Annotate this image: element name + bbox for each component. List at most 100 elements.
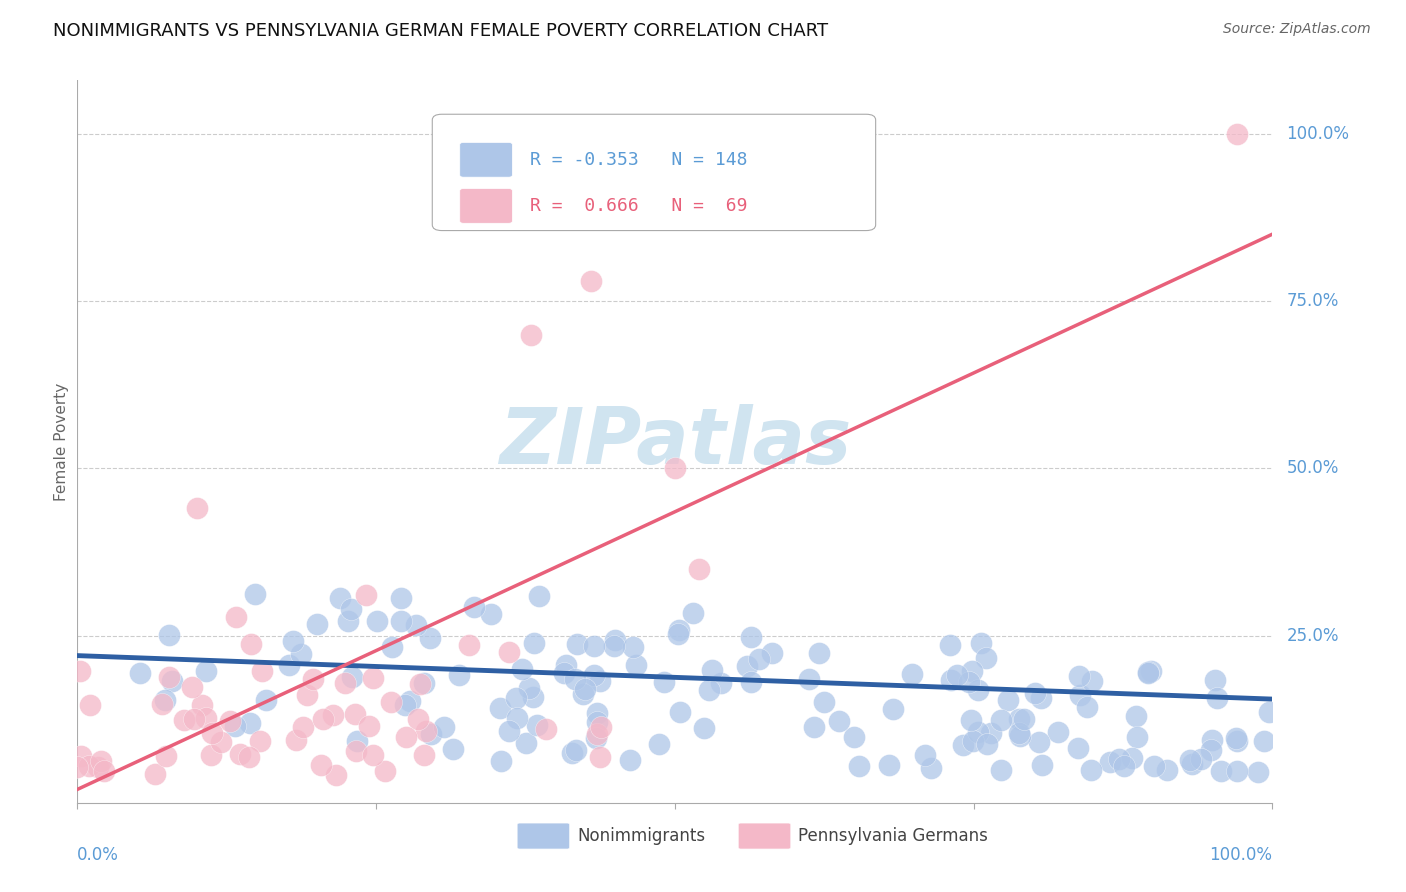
Point bbox=[498, 723, 520, 738]
Point bbox=[967, 725, 990, 739]
Point bbox=[962, 734, 984, 748]
Point bbox=[1226, 127, 1249, 141]
Point bbox=[1189, 752, 1212, 766]
Point bbox=[66, 760, 89, 774]
Point bbox=[740, 674, 762, 689]
Point bbox=[1178, 753, 1201, 767]
Point bbox=[389, 614, 412, 628]
Point bbox=[191, 698, 214, 713]
Point bbox=[219, 714, 242, 728]
Point bbox=[354, 588, 377, 602]
Point bbox=[976, 737, 998, 751]
Point bbox=[1204, 673, 1226, 687]
Point bbox=[183, 712, 205, 726]
Point bbox=[1121, 751, 1143, 765]
Point bbox=[363, 747, 385, 762]
Point bbox=[1029, 690, 1052, 705]
Point bbox=[292, 720, 315, 734]
Point bbox=[1047, 725, 1070, 739]
Point bbox=[415, 723, 437, 738]
Point bbox=[842, 730, 865, 744]
Point bbox=[512, 662, 534, 676]
Point bbox=[571, 687, 593, 701]
Point bbox=[1114, 759, 1136, 773]
Point bbox=[990, 713, 1012, 727]
Point bbox=[1028, 735, 1050, 749]
Point bbox=[305, 617, 328, 632]
Point bbox=[399, 694, 422, 708]
Point bbox=[652, 675, 675, 690]
Text: 50.0%: 50.0% bbox=[1286, 459, 1339, 477]
Point bbox=[536, 722, 558, 736]
Point bbox=[458, 638, 481, 652]
Point bbox=[155, 748, 177, 763]
Point bbox=[564, 673, 586, 687]
Point bbox=[1246, 765, 1268, 780]
FancyBboxPatch shape bbox=[517, 823, 569, 849]
Point bbox=[180, 680, 202, 694]
Point bbox=[688, 562, 710, 576]
Point bbox=[1201, 733, 1223, 747]
Point bbox=[799, 673, 821, 687]
Point bbox=[520, 327, 543, 342]
Point bbox=[803, 720, 825, 734]
Text: 100.0%: 100.0% bbox=[1209, 847, 1272, 864]
Point bbox=[879, 758, 901, 772]
Point bbox=[405, 618, 427, 632]
Point bbox=[523, 636, 546, 650]
Point bbox=[157, 628, 180, 642]
Text: 25.0%: 25.0% bbox=[1286, 626, 1339, 645]
Point bbox=[668, 705, 690, 719]
Point bbox=[195, 665, 218, 679]
Point bbox=[394, 698, 416, 712]
Point bbox=[1008, 725, 1031, 739]
Point bbox=[952, 738, 974, 752]
Point bbox=[229, 747, 252, 761]
Point bbox=[325, 768, 347, 782]
Point bbox=[589, 750, 612, 764]
Point bbox=[586, 727, 609, 741]
Point bbox=[145, 767, 167, 781]
Point bbox=[90, 754, 112, 768]
Point bbox=[489, 754, 512, 768]
Point bbox=[1211, 764, 1233, 779]
Point bbox=[970, 636, 993, 650]
Point bbox=[664, 461, 686, 475]
Point bbox=[160, 674, 183, 689]
Point bbox=[239, 636, 262, 650]
Point bbox=[340, 670, 363, 684]
Point bbox=[1139, 664, 1161, 678]
Point bbox=[412, 747, 434, 762]
Point bbox=[957, 675, 980, 690]
Point bbox=[668, 623, 690, 637]
Point bbox=[1226, 764, 1249, 778]
Point bbox=[366, 615, 388, 629]
Point bbox=[565, 742, 588, 756]
Point bbox=[337, 615, 360, 629]
Point bbox=[1226, 734, 1249, 748]
Point bbox=[374, 764, 396, 779]
Point bbox=[1143, 759, 1166, 773]
Point bbox=[357, 719, 380, 733]
Point bbox=[312, 712, 335, 726]
Point bbox=[522, 690, 544, 705]
Point bbox=[990, 764, 1012, 778]
Point bbox=[79, 698, 101, 712]
Point bbox=[1067, 669, 1090, 683]
Point bbox=[209, 734, 232, 748]
Point bbox=[380, 695, 402, 709]
Point bbox=[748, 651, 770, 665]
Point bbox=[583, 639, 606, 653]
Point bbox=[920, 761, 942, 775]
Point bbox=[1067, 740, 1090, 755]
Point bbox=[1126, 731, 1149, 745]
Point bbox=[419, 631, 441, 645]
Point bbox=[1257, 705, 1279, 719]
Text: R =  0.666   N =  69: R = 0.666 N = 69 bbox=[530, 197, 748, 215]
Point bbox=[1253, 734, 1275, 748]
Point bbox=[581, 274, 603, 288]
Point bbox=[498, 645, 520, 659]
Point bbox=[603, 632, 626, 647]
Point bbox=[808, 646, 831, 660]
Point bbox=[433, 720, 456, 734]
